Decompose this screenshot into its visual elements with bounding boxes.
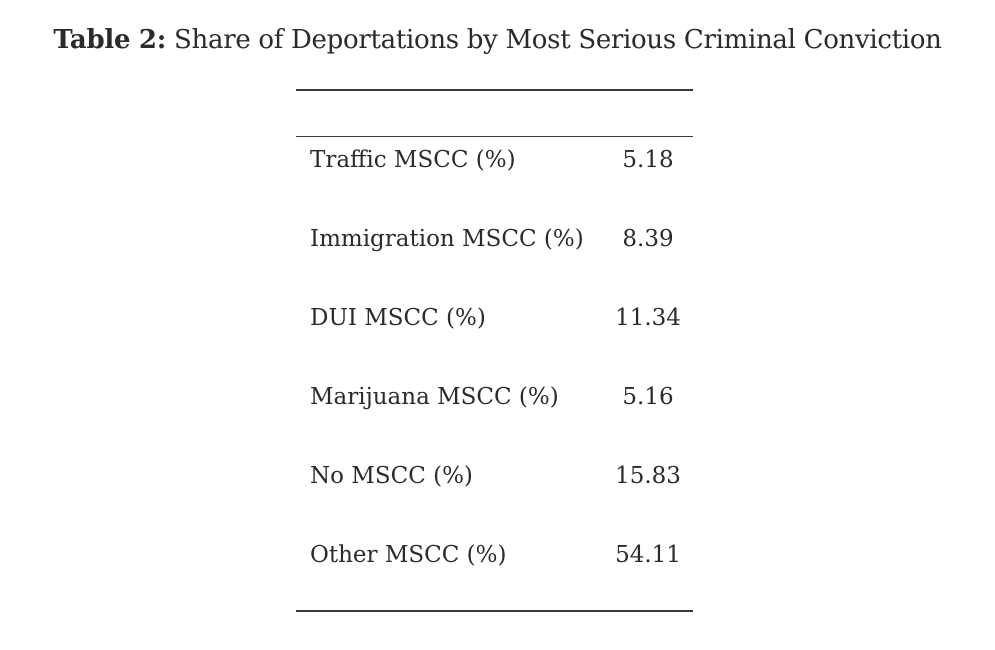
row-label: Other MSCC (%) [310, 542, 507, 568]
row-label: No MSCC (%) [310, 463, 473, 489]
table-row: Immigration MSCC (%) 8.39 [296, 219, 693, 259]
row-value: 5.18 [622, 147, 674, 173]
table-row: Marijuana MSCC (%) 5.16 [296, 377, 693, 417]
row-value: 15.83 [615, 463, 681, 489]
row-label: DUI MSCC (%) [310, 305, 486, 331]
row-value: 11.34 [615, 305, 681, 331]
table-label: Table 2: [53, 25, 167, 55]
table-row: Traffic MSCC (%) 5.18 [296, 140, 693, 180]
row-value: 5.16 [622, 384, 674, 410]
table-title: Share of Deportations by Most Serious Cr… [174, 25, 942, 55]
bottom-rule [296, 610, 693, 612]
row-value: 54.11 [615, 542, 681, 568]
table-caption: Table 2: Share of Deportations by Most Se… [0, 22, 995, 58]
row-value: 8.39 [622, 226, 674, 252]
row-label: Traffic MSCC (%) [310, 147, 516, 173]
row-label: Immigration MSCC (%) [310, 226, 584, 252]
table-row: Other MSCC (%) 54.11 [296, 535, 693, 575]
header-rule [296, 136, 693, 137]
table-row: DUI MSCC (%) 11.34 [296, 298, 693, 338]
row-label: Marijuana MSCC (%) [310, 384, 559, 410]
top-rule [296, 89, 693, 91]
table-row: No MSCC (%) 15.83 [296, 456, 693, 496]
